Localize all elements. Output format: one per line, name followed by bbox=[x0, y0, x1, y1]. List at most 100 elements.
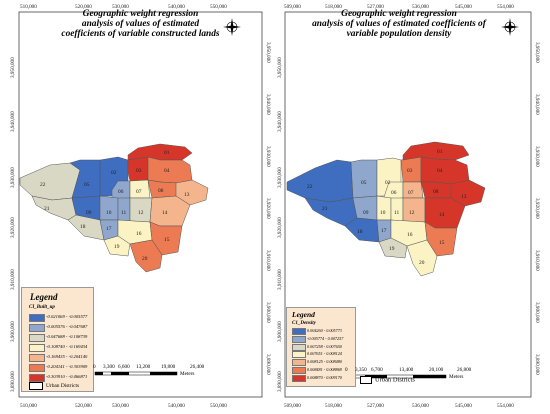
scale-label: 26,800 bbox=[457, 367, 472, 373]
tick-label: 3,940,000 bbox=[265, 94, 271, 115]
district-04 bbox=[420, 156, 470, 185]
tick-label: 530,000 bbox=[112, 403, 129, 409]
tick-label: 3,890,000 bbox=[265, 354, 271, 375]
district-label: 12 bbox=[409, 210, 415, 216]
district-19 bbox=[378, 237, 408, 259]
title-line: coefficients of variable constructed lan… bbox=[61, 29, 220, 39]
district-label: 14 bbox=[162, 210, 168, 216]
tick-label: 3,900,000 bbox=[265, 302, 271, 323]
tick-label: 3,890,000 bbox=[277, 371, 283, 392]
legend-label: 0.007651 - 0.008124 bbox=[307, 351, 342, 357]
title-line: Geographic weight regression bbox=[341, 9, 457, 19]
legend-swatch bbox=[292, 351, 306, 359]
legend-swatch bbox=[29, 324, 45, 332]
legend-swatch bbox=[29, 374, 45, 382]
district-label: 15 bbox=[164, 237, 170, 243]
district-label: 16 bbox=[407, 232, 413, 238]
district-label: 13 bbox=[184, 192, 190, 198]
tick-label: 3,950,000 bbox=[277, 57, 283, 78]
tick-label: 3,900,000 bbox=[534, 302, 540, 323]
tick-label: 509,000 bbox=[284, 4, 301, 10]
urban-districts-key: Urban Districts bbox=[29, 382, 79, 390]
district-label: 16 bbox=[136, 231, 142, 237]
district-label: 12 bbox=[138, 210, 144, 216]
district-22 bbox=[19, 162, 81, 201]
left-left-ticks: 3,950,000 3,940,000 3,930,000 3,920,000 … bbox=[10, 57, 16, 392]
legend-label: 0.008481 - 0.008869 bbox=[307, 366, 342, 372]
tick-label: 554,000 bbox=[497, 403, 514, 409]
district-label: 05 bbox=[361, 180, 367, 186]
legend-label: -0.303910 - -0.466871 bbox=[46, 374, 88, 379]
district-22 bbox=[286, 159, 354, 203]
tick-label: 3,910,000 bbox=[10, 269, 16, 290]
right-district-labels: 01 02 03 04 05 06 07 08 09 10 11 12 13 1… bbox=[307, 149, 467, 266]
right-district-map bbox=[286, 141, 486, 277]
legend-title: Legend bbox=[292, 310, 315, 319]
tick-label: 3,930,000 bbox=[10, 167, 16, 188]
tick-label: 3,920,000 bbox=[534, 198, 540, 219]
tick-label: 550,000 bbox=[210, 4, 227, 10]
legend-swatch bbox=[292, 335, 306, 343]
tick-label: 510,000 bbox=[20, 4, 37, 10]
legend-label: 0.008125 - 0.008480 bbox=[307, 359, 342, 365]
district-label: 01 bbox=[437, 149, 443, 155]
tick-label: 3,910,000 bbox=[534, 250, 540, 271]
right-top-ticks: 509,000 518,000 527,000 536,000 545,000 … bbox=[284, 4, 514, 10]
right-right-ticks: 3,950,000 3,940,000 3,930,000 3,920,000 … bbox=[534, 42, 540, 375]
tick-label: 530,000 bbox=[112, 4, 129, 10]
legend-swatch bbox=[292, 343, 306, 351]
tick-label: 3,940,000 bbox=[534, 94, 540, 115]
legend-swatch bbox=[29, 314, 45, 322]
tick-label: 3,890,000 bbox=[10, 371, 16, 392]
legend-subtitle: CI_Built_up bbox=[29, 305, 55, 310]
right-map-panel: 509,000 518,000 527,000 536,000 545,000 … bbox=[275, 0, 550, 414]
tick-label: 3,910,000 bbox=[277, 269, 283, 290]
left-map-frame: 510,000 520,000 530,000 540,000 550,000 … bbox=[10, 4, 271, 409]
district-label: 11 bbox=[394, 210, 399, 216]
legend-swatch bbox=[29, 344, 45, 352]
district-label: 02 bbox=[111, 170, 117, 176]
legend-label: 0.004260 - 0.005773 bbox=[307, 328, 342, 333]
scale-label: 6,700 bbox=[371, 367, 383, 373]
scale-label: 13,400 bbox=[399, 367, 414, 373]
north-arrow-icon bbox=[223, 18, 241, 41]
district-label: 11 bbox=[121, 210, 126, 216]
right-bottom-ticks: 509,000 518,000 527,000 536,000 545,000 … bbox=[284, 403, 514, 409]
scale-label: 20,100 bbox=[429, 367, 444, 373]
left-district-labels: 01 02 03 04 05 06 07 08 09 10 11 12 13 1… bbox=[40, 150, 190, 262]
legend-label: -0.047688 - -0.108739 bbox=[46, 334, 88, 339]
district-20 bbox=[129, 239, 163, 273]
left-map-title: Geographic weight regression analysis of… bbox=[28, 9, 253, 39]
right-legend: Legend C1_Density 0.004260 - 0.005773 -0… bbox=[286, 307, 356, 387]
district-label: 13 bbox=[461, 194, 467, 200]
tick-label: 3,930,000 bbox=[277, 167, 283, 188]
district-label: 04 bbox=[164, 168, 170, 174]
tick-label: 527,000 bbox=[367, 403, 384, 409]
left-district-map bbox=[19, 143, 209, 273]
district-10 bbox=[99, 195, 119, 221]
scale-label: 6,600 bbox=[118, 364, 130, 370]
right-left-ticks: 3,950,000 3,940,000 3,930,000 3,920,000 … bbox=[277, 57, 283, 392]
left-right-ticks: 3,950,000 3,940,000 3,930,000 3,920,000 … bbox=[265, 42, 271, 375]
scale-label: 3,350 bbox=[355, 367, 367, 373]
district-label: 20 bbox=[419, 260, 425, 266]
tick-label: 545,000 bbox=[455, 403, 472, 409]
title-line: analysis of values of estimated coeffici… bbox=[312, 19, 486, 29]
tick-label: 3,940,000 bbox=[10, 111, 16, 132]
title-line: Geographic weight regression bbox=[82, 9, 199, 19]
tick-label: 3,950,000 bbox=[534, 42, 540, 63]
tick-label: 3,940,000 bbox=[277, 111, 283, 132]
left-legend: Legend CI_Built_up -0.021069 - -0.005577… bbox=[21, 287, 94, 392]
district-label: 03 bbox=[407, 168, 413, 174]
district-label: 19 bbox=[114, 244, 120, 250]
right-map-frame: 509,000 518,000 527,000 536,000 545,000 … bbox=[277, 4, 540, 409]
district-label: 06 bbox=[391, 190, 397, 196]
title-line: variable population density bbox=[346, 29, 452, 39]
left-top-ticks: 510,000 520,000 530,000 540,000 550,000 bbox=[20, 4, 227, 10]
tick-label: 540,000 bbox=[168, 4, 185, 10]
tick-label: 3,920,000 bbox=[265, 198, 271, 219]
legend-label: 0.008870 - 0.009170 bbox=[307, 374, 342, 380]
district-label: 21 bbox=[322, 206, 328, 212]
tick-label: 540,000 bbox=[168, 403, 185, 409]
district-label: 08 bbox=[433, 189, 439, 195]
